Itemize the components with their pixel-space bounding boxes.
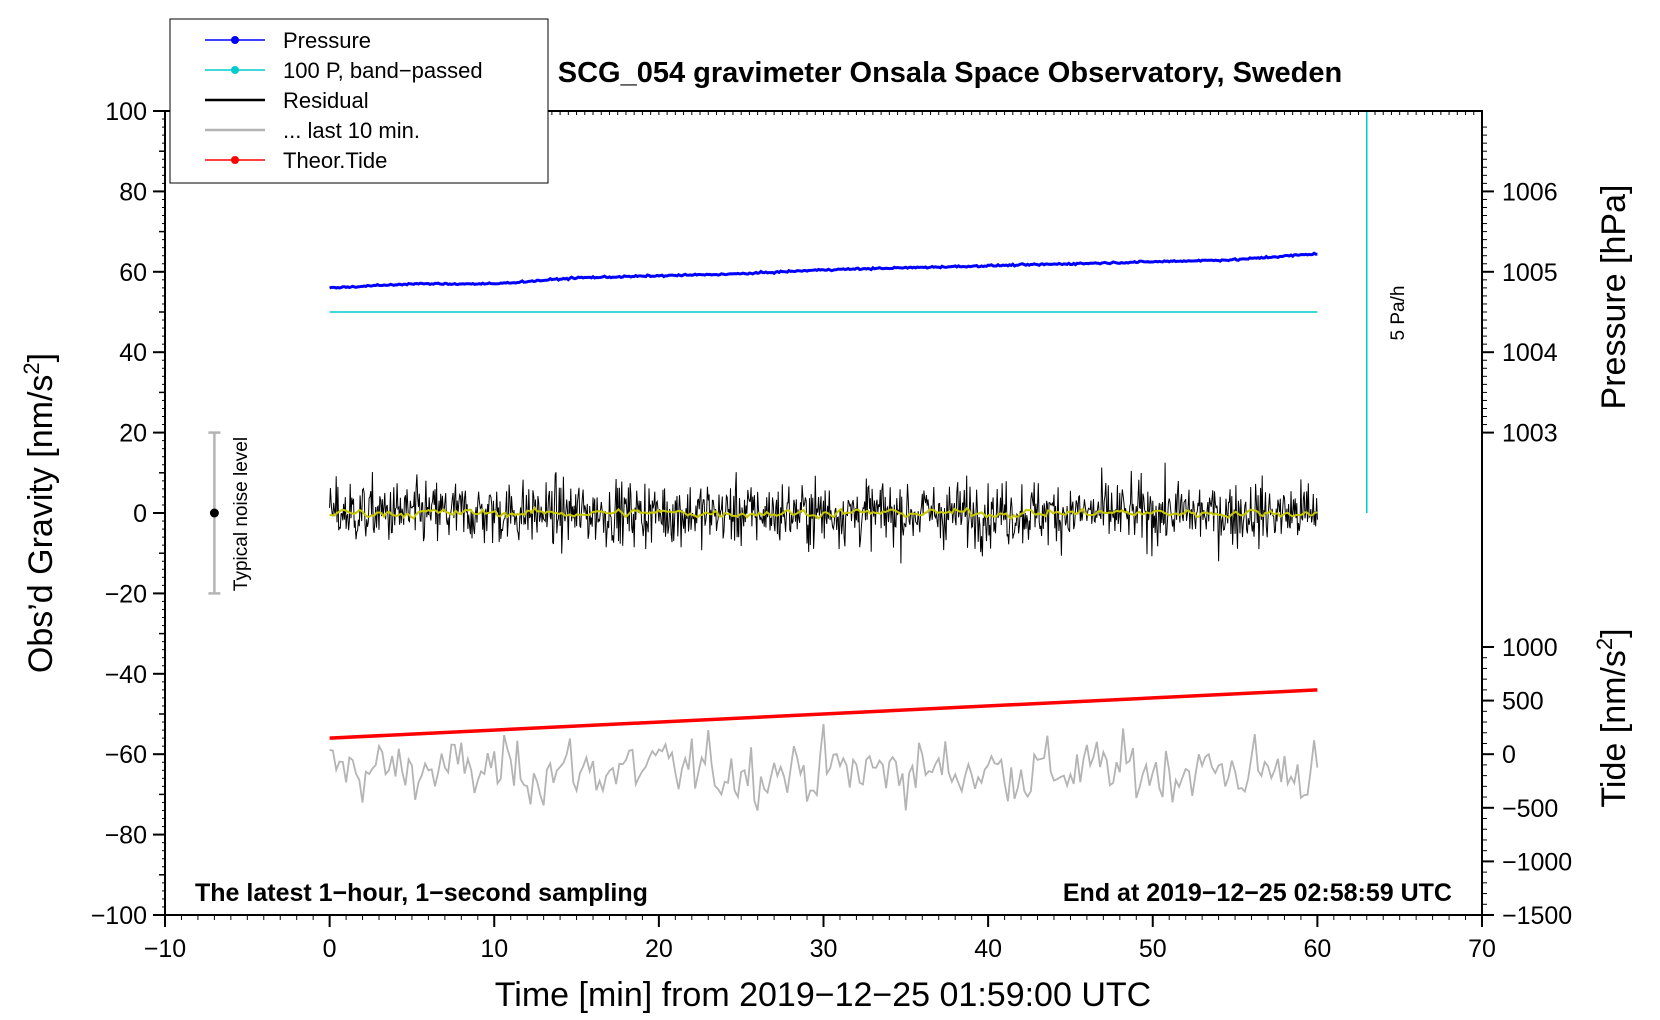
- tide-tick-label: 0: [1502, 741, 1516, 769]
- x-tick-label: 70: [1468, 935, 1496, 963]
- tide-axis-label: Tide [nm/s2]: [1592, 628, 1633, 807]
- theoretical-tide-series: [329, 688, 1318, 740]
- x-axis-label: Time [min] from 2019−12−25 01:59:00 UTC: [495, 976, 1151, 1014]
- pressure-tick-label: 1006: [1502, 178, 1558, 206]
- x-tick-label: 10: [480, 935, 508, 963]
- chart-title: SCG_054 gravimeter Onsala Space Observat…: [558, 57, 1342, 89]
- y-tick-label: 20: [119, 420, 147, 448]
- tide-axis-label-main: Tide [nm/s: [1595, 650, 1633, 807]
- y-axis-label-sup: 2: [19, 362, 44, 374]
- typical-noise-level-indicator: [208, 431, 221, 595]
- tide-tick-label: 1000: [1502, 634, 1558, 662]
- x-tick-label: 50: [1139, 935, 1167, 963]
- residual-smoothed-series: [329, 505, 1318, 521]
- pressure-tick-label: 1005: [1502, 259, 1558, 287]
- residual-series: [329, 462, 1318, 564]
- y-tick-label: 100: [105, 98, 147, 126]
- y-tick-label: −20: [105, 580, 147, 608]
- legend-label: Residual: [283, 88, 369, 113]
- legend-marker: [231, 156, 239, 164]
- legend-marker: [231, 66, 239, 74]
- plot-series: [329, 111, 1368, 811]
- y-tick-label: −60: [105, 741, 147, 769]
- end-time-annotation: End at 2019−12−25 02:58:59 UTC: [1063, 879, 1452, 907]
- tide-axis-ticks: −1500 −1000 −500 0 500 1000: [1482, 634, 1572, 930]
- sampling-annotation: The latest 1−hour, 1−second sampling: [195, 879, 648, 907]
- x-tick-label: 20: [645, 935, 673, 963]
- y-axis-label-end: ]: [22, 353, 60, 362]
- x-tick-label: −10: [144, 935, 186, 963]
- y-axis-label-main: Obs’d Gravity [nm/s: [22, 375, 60, 674]
- legend-label: Theor.Tide: [283, 148, 387, 173]
- y-tick-label: 80: [119, 178, 147, 206]
- noise-level-label: Typical noise level: [231, 437, 252, 591]
- pressure-tick-label: 1004: [1502, 339, 1558, 367]
- tide-tick-label: −1000: [1502, 848, 1572, 876]
- y-tick-label: 0: [133, 500, 147, 528]
- y-axis-label: Obs’d Gravity [nm/s2]: [19, 353, 60, 673]
- y-tick-label: −40: [105, 661, 147, 689]
- x-axis-ticks: −10 0 10 20 30 40 50 60 70: [144, 915, 1496, 963]
- x-tick-label: 60: [1303, 935, 1331, 963]
- legend-label: ... last 10 min.: [283, 118, 420, 143]
- pressure-tick-label: 1003: [1502, 420, 1558, 448]
- pressure-series: [329, 251, 1318, 290]
- legend-label: 100 P, band−passed: [283, 58, 483, 83]
- x-tick-label: 40: [974, 935, 1002, 963]
- tide-tick-label: 500: [1502, 688, 1544, 716]
- legend-label: Pressure: [283, 28, 371, 53]
- y-tick-label: −100: [91, 902, 147, 930]
- x-tick-label: 0: [323, 935, 337, 963]
- rate-label: 5 Pa/h: [1388, 286, 1409, 341]
- y-axis-ticks: −100 −80 −60 −40 −20 0 20 40 60 80 100: [91, 98, 165, 930]
- legend-marker: [231, 36, 239, 44]
- tide-axis-label-end: ]: [1595, 628, 1633, 637]
- tide-axis-label-sup: 2: [1592, 638, 1617, 650]
- legend: Pressure 100 P, band−passed Residual ... la…: [169, 18, 549, 184]
- y-tick-label: 60: [119, 259, 147, 287]
- y-tick-label: −80: [105, 822, 147, 850]
- pressure-axis-label: Pressure [hPa]: [1595, 185, 1633, 410]
- tide-tick-label: −1500: [1502, 902, 1572, 930]
- y-tick-label: 40: [119, 339, 147, 367]
- noise-bar-center-dot: [209, 508, 219, 518]
- x-tick-label: 30: [810, 935, 838, 963]
- last-10-min-series: [329, 723, 1319, 811]
- tide-tick-label: −500: [1502, 795, 1558, 823]
- pressure-axis-ticks: 1003 1004 1005 1006: [1482, 126, 1558, 448]
